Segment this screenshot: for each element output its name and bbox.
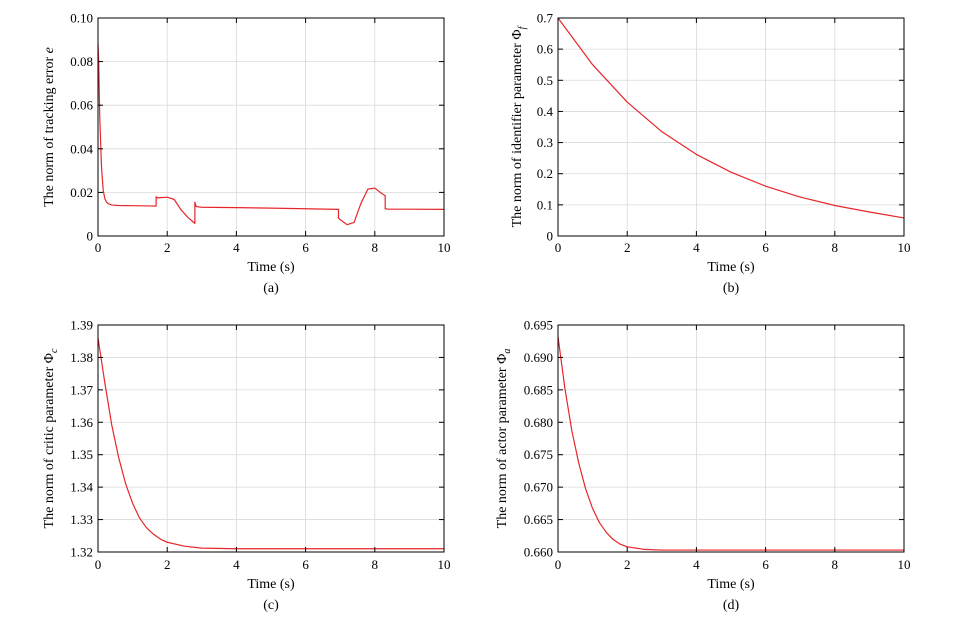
- panel-a-series-line: [97, 44, 445, 226]
- panel-a-x-tick-label: 6: [302, 240, 309, 255]
- panel-b-x-tick-label: 4: [693, 240, 700, 255]
- panel-c-y-tick-label: 1.33: [70, 512, 93, 527]
- panel-b-y-tick-label: 0.3: [537, 135, 553, 150]
- panel-b-y-tick-label: 0.1: [537, 197, 553, 212]
- panel-b-y-tick-label: 0.5: [537, 73, 553, 88]
- panel-c-x-tick-label: 2: [164, 557, 171, 572]
- panel-d-chart: 0 2 4 6 8 10 0.660 0.665 0.670 0.675 0.680 0.685 0.6…: [495, 318, 911, 614]
- panel-d-y-tick-label: 0.675: [524, 447, 553, 462]
- panel-a-plot-frame: [97, 17, 445, 237]
- panel-d-x-axis-label: Time (s): [707, 577, 755, 592]
- panel-b-x-tick-label: 10: [898, 240, 911, 255]
- panel-a-caption: (a): [263, 281, 279, 296]
- panel-a-x-tick-label: 10: [438, 240, 451, 255]
- panel-c-y-axis-label: The norm of critic parameter Φc: [42, 348, 60, 528]
- panel-c-y-tick-label: 1.35: [70, 447, 93, 462]
- panel-c-y-tick-label: 1.32: [70, 545, 93, 560]
- panel-a-y-tick-label: 0.02: [70, 185, 93, 200]
- panel-a-y-tick-label: 0.08: [70, 54, 93, 69]
- panel-d-y-tick-label: 0.685: [524, 382, 553, 397]
- panel-a-y-axis-label: The norm of tracking error e: [42, 47, 57, 207]
- panel-d-caption: (d): [723, 598, 740, 613]
- panel-c-x-tick-label: 6: [302, 557, 309, 572]
- panel-d-x-tick-label: 2: [624, 557, 631, 572]
- panel-c-x-tick-label: 0: [95, 557, 102, 572]
- panel-c-x-tick-label: 10: [438, 557, 451, 572]
- panel-d-x-tick-label: 8: [832, 557, 839, 572]
- panel-d-y-tick-label: 0.660: [524, 545, 553, 560]
- panel-b-x-tick-label: 2: [624, 240, 631, 255]
- panel-a-x-tick-label: 8: [372, 240, 379, 255]
- panel-d-plot-frame: [557, 324, 905, 553]
- panel-c-y-tick-label: 1.37: [70, 382, 93, 397]
- panel-c-plot-frame: [97, 324, 445, 553]
- panel-c-chart: 0 2 4 6 8 10 1.32 1.33 1.34 1.35 1.36 1.37 1.38 1.39 T…: [42, 318, 451, 614]
- panel-c-x-tick-label: 8: [372, 557, 379, 572]
- panel-b-y-tick-label: 0.7: [537, 11, 554, 26]
- panel-b-series-line: [557, 17, 905, 219]
- panel-a-y-tick-label: 0.04: [70, 141, 93, 156]
- panel-a-y-tick-label: 0.10: [70, 11, 93, 26]
- panel-b-x-tick-label: 0: [555, 240, 562, 255]
- panel-b-chart: 0 2 4 6 8 10 0 0.1 0.2 0.3 0.4 0.5 0.6 0.7 Time (s) The…: [510, 11, 911, 297]
- panel-c-y-tick-label: 1.39: [70, 318, 93, 333]
- panel-b-y-tick-label: 0: [547, 229, 554, 244]
- panel-b-y-axis-label: The norm of identifier parameter Φf: [510, 25, 528, 227]
- panel-a-y-tick-label: 0.06: [70, 98, 93, 113]
- panel-d-y-tick-label: 0.680: [524, 415, 553, 430]
- panel-b-caption: (b): [723, 281, 740, 296]
- panel-a-x-tick-label: 2: [164, 240, 171, 255]
- panel-a-x-tick-label: 4: [233, 240, 240, 255]
- panel-c-y-tick-label: 1.36: [70, 415, 93, 430]
- panel-c-series-line: [97, 337, 444, 550]
- panel-d-x-tick-label: 10: [898, 557, 911, 572]
- panel-c-y-tick-label: 1.38: [70, 350, 93, 365]
- panel-d-x-tick-label: 0: [555, 557, 562, 572]
- panel-b-y-tick-label: 0.2: [537, 166, 553, 181]
- panel-c-caption: (c): [263, 598, 279, 613]
- panel-c-x-tick-label: 4: [233, 557, 240, 572]
- panel-b-y-tick-label: 0.4: [537, 104, 554, 119]
- panel-d-series-line: [557, 336, 904, 551]
- panel-d-y-tick-label: 0.670: [524, 480, 553, 495]
- panel-b-plot-frame: [557, 17, 905, 237]
- panel-d-y-axis-label: The norm of actor parameter Φa: [495, 349, 513, 529]
- panel-d-x-tick-label: 6: [762, 557, 769, 572]
- panel-b-x-tick-label: 6: [762, 240, 769, 255]
- panel-b-x-tick-label: 8: [832, 240, 839, 255]
- panel-b-y-tick-label: 0.6: [537, 42, 554, 57]
- panel-d-y-tick-label: 0.690: [524, 350, 553, 365]
- panel-b-x-axis-label: Time (s): [707, 260, 755, 275]
- panel-a-x-axis-label: Time (s): [247, 260, 295, 275]
- panel-c-y-tick-label: 1.34: [70, 480, 93, 495]
- panel-a-chart: 0 2 4 6 8 10 0 0.02 0.04 0.06 0.08 0.10 Time (s) The …: [42, 11, 451, 297]
- panel-d-y-tick-label: 0.665: [524, 512, 553, 527]
- panel-a-y-tick-label: 0: [87, 229, 94, 244]
- panel-d-x-tick-label: 4: [693, 557, 700, 572]
- panel-a-x-tick-label: 0: [95, 240, 102, 255]
- panel-c-x-axis-label: Time (s): [247, 577, 295, 592]
- panel-d-y-tick-label: 0.695: [524, 318, 553, 333]
